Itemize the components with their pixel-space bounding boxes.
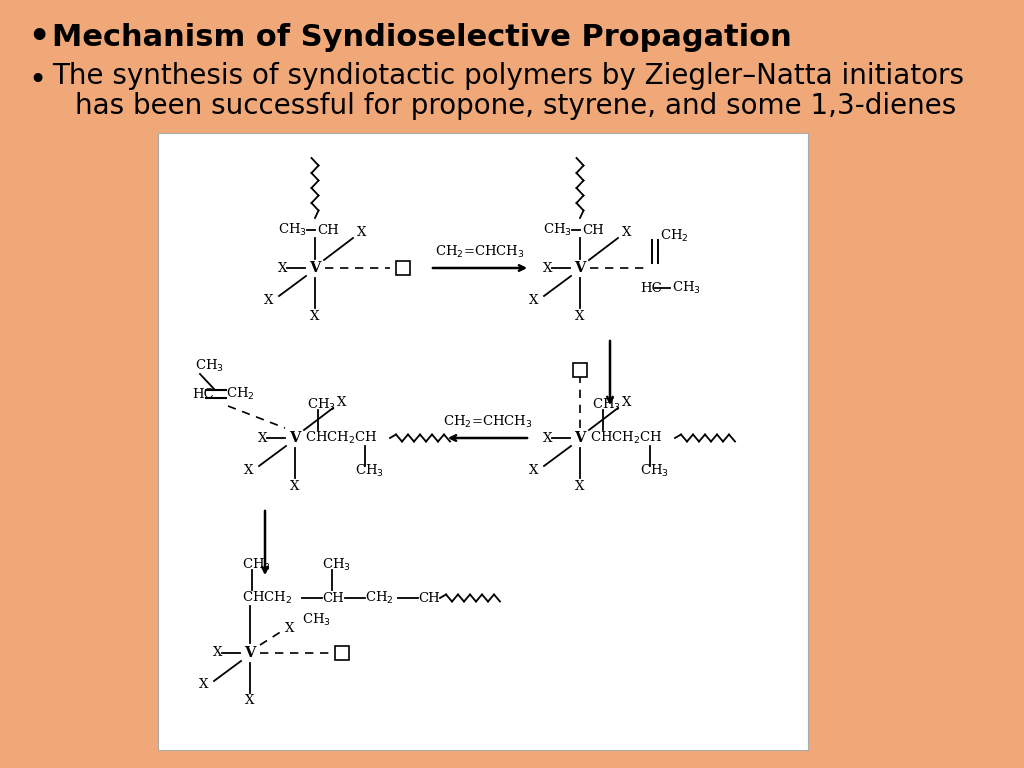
- Text: CH$_3$: CH$_3$: [543, 222, 572, 238]
- Text: V: V: [309, 261, 321, 275]
- Text: CH$_3$: CH$_3$: [195, 358, 224, 374]
- Text: CHCH$_2$CH: CHCH$_2$CH: [590, 430, 663, 446]
- Text: CH$_3$: CH$_3$: [592, 397, 621, 413]
- Text: CH$_2$=CHCH$_3$: CH$_2$=CHCH$_3$: [443, 414, 532, 430]
- Text: V: V: [574, 261, 586, 275]
- Text: •: •: [28, 65, 46, 94]
- Text: CH: CH: [317, 223, 339, 237]
- Text: HC: HC: [193, 388, 214, 400]
- Text: CH$_3$: CH$_3$: [640, 463, 669, 479]
- Text: X: X: [575, 310, 585, 323]
- Text: X: X: [246, 694, 255, 707]
- Text: CHCH$_2$: CHCH$_2$: [242, 590, 293, 606]
- Text: CH: CH: [322, 591, 344, 604]
- Text: V: V: [245, 646, 256, 660]
- Text: X: X: [622, 396, 632, 409]
- Bar: [158, 133, 808, 750]
- Text: HC: HC: [640, 282, 662, 294]
- Text: CH$_2$: CH$_2$: [226, 386, 255, 402]
- Text: has been successful for propone, styrene, and some 1,3-dienes: has been successful for propone, styrene…: [75, 92, 956, 120]
- Text: V: V: [574, 431, 586, 445]
- Text: X: X: [528, 464, 538, 476]
- Text: X: X: [285, 621, 294, 634]
- Text: X: X: [337, 396, 346, 409]
- Text: X: X: [543, 432, 552, 445]
- Text: CH: CH: [418, 591, 439, 604]
- Text: X: X: [543, 261, 552, 274]
- Text: CH$_3$: CH$_3$: [279, 222, 307, 238]
- Text: X: X: [199, 678, 208, 691]
- Text: X: X: [278, 261, 287, 274]
- Text: CH$_3$: CH$_3$: [242, 557, 271, 573]
- Text: CH$_2$=CHCH$_3$: CH$_2$=CHCH$_3$: [435, 244, 525, 260]
- Text: X: X: [258, 432, 267, 445]
- Text: X: X: [291, 479, 300, 492]
- Bar: [335, 646, 349, 660]
- Text: X: X: [310, 310, 319, 323]
- Text: X: X: [213, 647, 222, 660]
- Text: •: •: [28, 22, 49, 55]
- Text: CH$_2$: CH$_2$: [660, 228, 689, 244]
- Text: X: X: [528, 293, 538, 306]
- Text: CH$_3$: CH$_3$: [322, 557, 351, 573]
- Text: CH$_2$: CH$_2$: [365, 590, 393, 606]
- Text: Mechanism of Syndioselective Propagation: Mechanism of Syndioselective Propagation: [52, 24, 792, 52]
- Text: CH$_3$: CH$_3$: [355, 463, 384, 479]
- Bar: [396, 261, 410, 275]
- Text: X: X: [357, 227, 367, 240]
- Text: CHCH$_2$CH: CHCH$_2$CH: [305, 430, 378, 446]
- Text: V: V: [290, 431, 301, 445]
- Text: X: X: [622, 227, 632, 240]
- Text: X: X: [575, 479, 585, 492]
- Text: CH$_3$: CH$_3$: [672, 280, 701, 296]
- Text: CH$_3$: CH$_3$: [307, 397, 336, 413]
- Text: The synthesis of syndiotactic polymers by Ziegler–Natta initiators: The synthesis of syndiotactic polymers b…: [52, 62, 964, 90]
- Text: CH$_3$: CH$_3$: [302, 612, 331, 628]
- Text: CH: CH: [582, 223, 604, 237]
- Bar: [573, 363, 587, 377]
- Text: X: X: [263, 293, 273, 306]
- Text: X: X: [244, 464, 253, 476]
